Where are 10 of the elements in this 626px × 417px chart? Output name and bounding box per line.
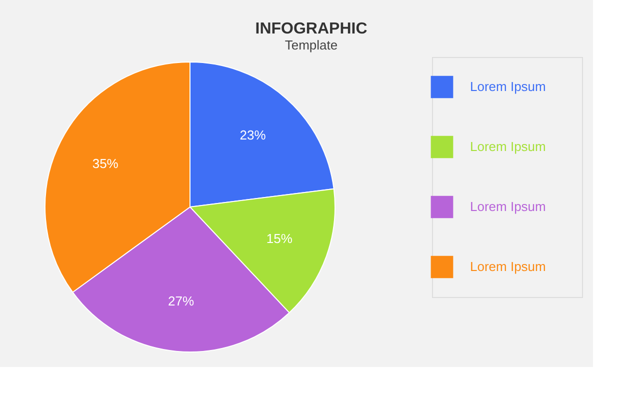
legend-label: Lorem Ipsum — [470, 79, 546, 94]
legend-label: Lorem Ipsum — [470, 139, 546, 154]
legend-label: Lorem Ipsum — [470, 199, 546, 214]
data-label: 15% — [266, 231, 293, 246]
chart-title: INFOGRAPHIC — [255, 20, 368, 38]
data-label: 23% — [240, 128, 266, 143]
data-label: 35% — [92, 156, 119, 171]
data-label: 27% — [168, 294, 195, 309]
legend-label: Lorem Ipsum — [470, 259, 546, 274]
chart-subtitle: Template — [284, 38, 338, 52]
